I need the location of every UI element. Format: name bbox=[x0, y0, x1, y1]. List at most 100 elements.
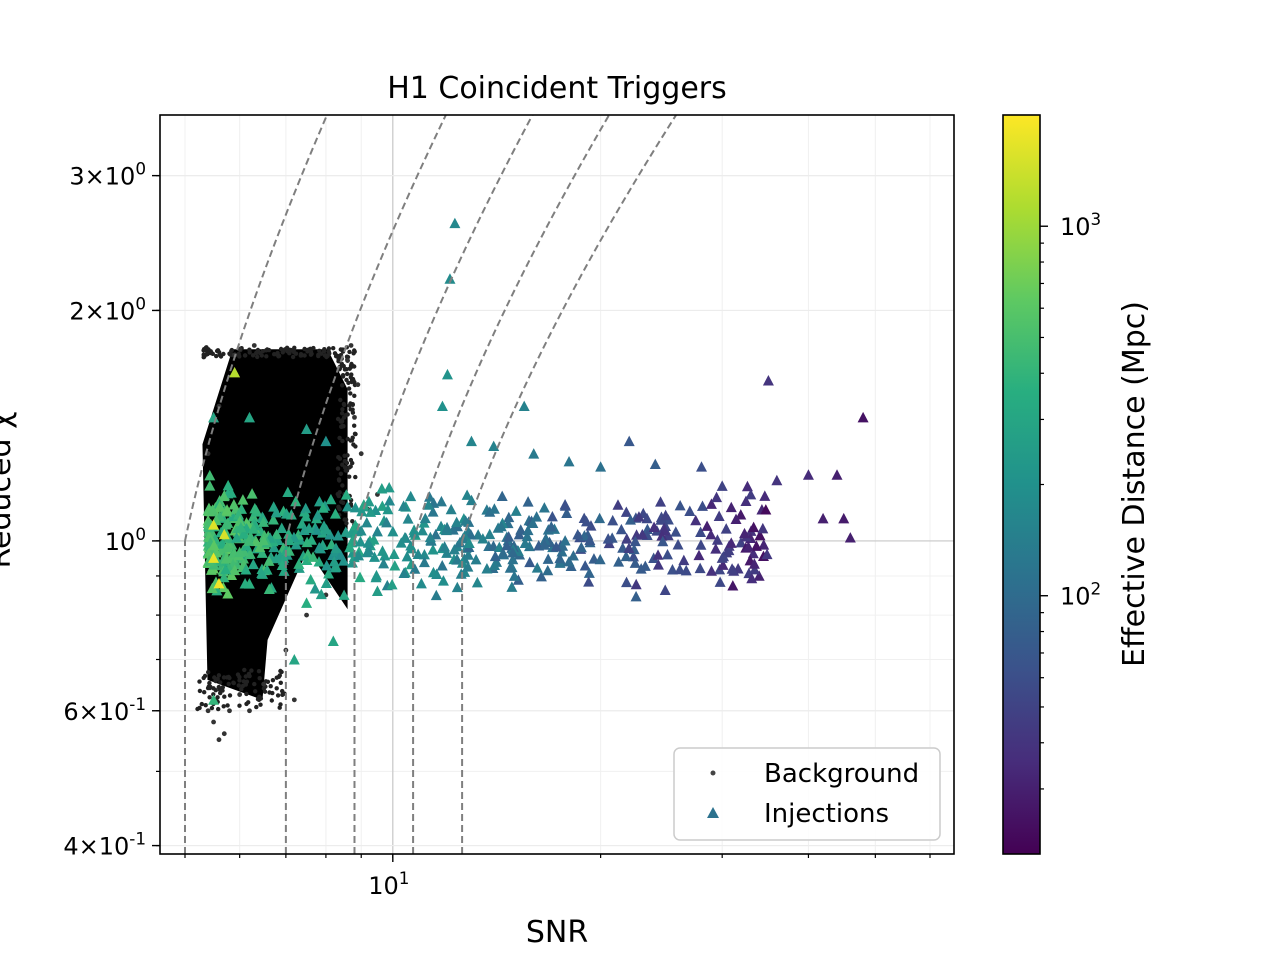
injection-point bbox=[261, 564, 273, 575]
background-point bbox=[344, 460, 350, 466]
background-point bbox=[202, 690, 207, 695]
injection-point bbox=[625, 514, 637, 525]
injection-point bbox=[321, 559, 333, 571]
background-point bbox=[291, 697, 297, 703]
background-point bbox=[335, 491, 340, 497]
injection-point bbox=[696, 500, 708, 511]
injection-point bbox=[501, 539, 513, 551]
injection-point bbox=[546, 510, 558, 522]
injection-point bbox=[531, 562, 543, 573]
injection-point bbox=[246, 488, 258, 499]
injection-point bbox=[508, 570, 520, 581]
injection-point bbox=[762, 375, 774, 386]
injection-point bbox=[522, 496, 534, 507]
injection-point bbox=[678, 554, 690, 566]
injection-point bbox=[240, 564, 252, 575]
background-point bbox=[206, 347, 211, 352]
injection-point bbox=[437, 575, 449, 586]
injection-point bbox=[481, 563, 493, 574]
background-point bbox=[227, 708, 232, 714]
injection-point bbox=[628, 550, 640, 562]
injection-point bbox=[335, 549, 347, 560]
injection-point bbox=[739, 527, 751, 539]
injection-point bbox=[290, 495, 302, 507]
background-point bbox=[340, 438, 345, 444]
background-point bbox=[211, 686, 216, 691]
injection-point bbox=[488, 440, 500, 452]
injection-point bbox=[329, 508, 341, 519]
injection-point bbox=[462, 561, 474, 572]
injection-point bbox=[430, 589, 442, 601]
injection-point bbox=[388, 548, 400, 559]
background-point bbox=[254, 350, 259, 355]
background-point bbox=[342, 453, 347, 458]
injection-point bbox=[690, 514, 702, 526]
reference-curve-rising bbox=[284, 115, 447, 542]
injection-point bbox=[270, 506, 282, 518]
injection-point bbox=[231, 532, 243, 543]
background-point bbox=[337, 353, 342, 359]
injection-point bbox=[507, 553, 519, 565]
injection-point bbox=[556, 545, 568, 557]
background-point bbox=[278, 702, 283, 707]
background-point bbox=[203, 703, 208, 708]
background-point bbox=[342, 367, 348, 372]
injection-point bbox=[662, 548, 674, 560]
injection-point bbox=[630, 590, 642, 602]
background-point bbox=[209, 351, 214, 356]
background-point bbox=[355, 382, 361, 388]
background-point bbox=[336, 504, 341, 509]
injection-point bbox=[254, 541, 266, 553]
injection-point bbox=[510, 505, 522, 516]
injection-point bbox=[344, 541, 356, 553]
background-point bbox=[265, 679, 271, 684]
injection-point bbox=[741, 480, 753, 492]
injection-point bbox=[309, 582, 321, 594]
injection-point bbox=[243, 411, 255, 423]
injection-point bbox=[705, 498, 717, 509]
injection-point bbox=[361, 516, 373, 528]
background-point bbox=[341, 424, 346, 429]
background-point bbox=[269, 698, 274, 703]
background-point bbox=[339, 411, 345, 416]
injection-point bbox=[621, 576, 633, 588]
injection-point bbox=[220, 553, 232, 564]
injection-point bbox=[229, 366, 241, 378]
injection-point bbox=[648, 521, 660, 532]
injection-point bbox=[218, 571, 230, 583]
injection-point bbox=[314, 495, 326, 507]
injection-point bbox=[716, 480, 728, 491]
injection-point bbox=[402, 513, 414, 524]
injection-point bbox=[362, 537, 374, 548]
injection-point bbox=[754, 529, 766, 541]
injection-point bbox=[415, 577, 427, 589]
injection-point bbox=[409, 563, 421, 574]
injection-point bbox=[320, 435, 332, 447]
legend-injections-label: Injections bbox=[764, 799, 889, 829]
injection-point bbox=[694, 562, 706, 574]
injection-point bbox=[507, 546, 519, 558]
background-point bbox=[349, 438, 355, 443]
injection-point bbox=[314, 542, 326, 554]
injection-point bbox=[542, 564, 554, 576]
injection-point bbox=[710, 543, 722, 554]
background-point bbox=[270, 690, 275, 696]
injection-point bbox=[711, 534, 723, 545]
injection-point bbox=[387, 525, 399, 537]
injection-point bbox=[220, 563, 232, 575]
injection-point bbox=[427, 544, 439, 555]
injection-point bbox=[283, 528, 295, 539]
injection-point bbox=[263, 583, 275, 595]
injection-point bbox=[221, 541, 233, 553]
background-point bbox=[205, 351, 210, 357]
background-point bbox=[284, 345, 290, 350]
injection-point bbox=[303, 522, 315, 534]
injection-point bbox=[332, 530, 344, 541]
injection-point bbox=[451, 581, 463, 593]
injection-point bbox=[305, 573, 317, 585]
injection-point bbox=[405, 542, 417, 554]
background-point bbox=[262, 689, 268, 694]
background-point bbox=[247, 708, 252, 714]
injection-point bbox=[672, 539, 684, 550]
injection-point bbox=[208, 539, 220, 551]
